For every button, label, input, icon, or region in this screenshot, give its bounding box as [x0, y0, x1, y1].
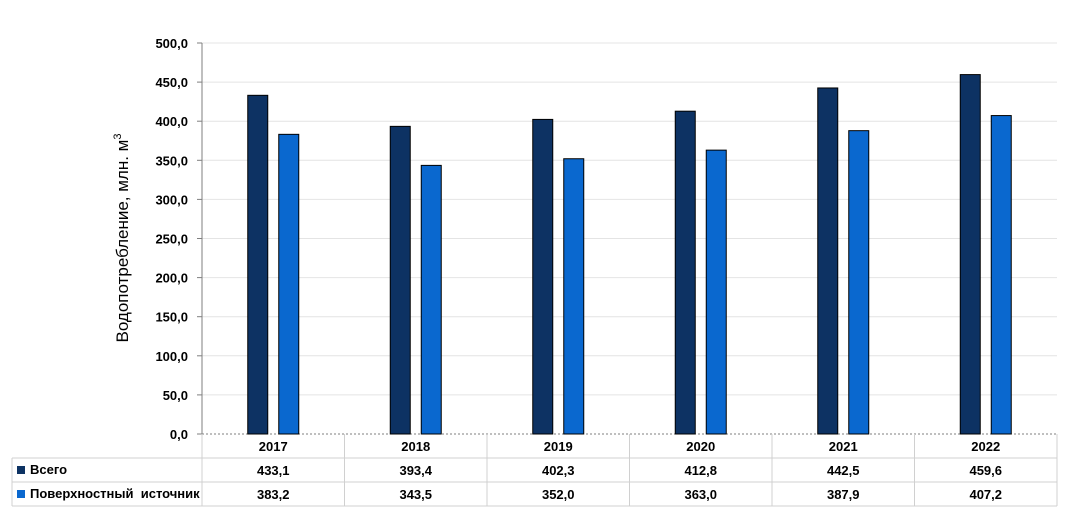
bar-surface-2017: [278, 133, 300, 435]
y-tick-label: 400,0: [155, 114, 188, 129]
bar-total-2019: [532, 118, 554, 435]
y-tick-label: 100,0: [155, 349, 188, 364]
legend-swatch: [17, 490, 25, 498]
data-label: 352,0: [542, 487, 575, 502]
bar-total-2022: [959, 74, 981, 435]
bar-total-2017: [247, 94, 269, 435]
gridlines: [202, 42, 1057, 396]
data-label: 412,8: [684, 463, 717, 478]
y-tick-label: 300,0: [155, 192, 188, 207]
x-tick-label: 2022: [971, 439, 1000, 454]
y-axis: 0,0 50,0 100,0 150,0 200,0 250,0 300,0 350,0 400…: [155, 36, 1057, 442]
bars: [247, 74, 1012, 435]
data-label: 363,0: [684, 487, 717, 502]
y-tick-label: 200,0: [155, 271, 188, 286]
bar-surface-2021: [848, 130, 870, 435]
x-tick-label: 2017: [259, 439, 288, 454]
data-table: 2017 2018 2019 2020 2021 2022 Всего 433,1 393,4 4…: [11, 434, 1058, 507]
y-tick-label: 450,0: [155, 75, 188, 90]
y-tick-label: 250,0: [155, 232, 188, 247]
data-label: 402,3: [542, 463, 575, 478]
x-tick-label: 2021: [829, 439, 858, 454]
data-label: 343,5: [399, 487, 432, 502]
legend-label: Всего: [30, 462, 67, 477]
legend-swatch: [17, 466, 25, 474]
y-axis-label-superscript: 3: [112, 134, 124, 140]
y-tick-label: 150,0: [155, 310, 188, 325]
y-axis-label: Водопотребление, млн. м3: [112, 134, 132, 343]
data-label: 383,2: [257, 487, 290, 502]
y-tick-label: 0,0: [170, 427, 188, 442]
x-tick-label: 2018: [401, 439, 430, 454]
y-axis-label-text: Водопотребление, млн. м: [113, 140, 132, 343]
y-tick-label: 500,0: [155, 36, 188, 51]
data-label: 433,1: [257, 463, 290, 478]
bar-surface-2018: [420, 164, 442, 435]
data-label: 387,9: [827, 487, 860, 502]
data-label: 459,6: [969, 463, 1002, 478]
x-tick-label: 2019: [544, 439, 573, 454]
bar-total-2020: [674, 110, 696, 435]
bar-total-2021: [817, 87, 839, 435]
bar-total-2018: [389, 125, 411, 435]
bar-surface-2022: [990, 115, 1012, 435]
bar-surface-2019: [563, 158, 585, 435]
data-label: 442,5: [827, 463, 860, 478]
bar-surface-2020: [705, 149, 727, 435]
data-label: 407,2: [969, 487, 1002, 502]
y-tick-label: 50,0: [163, 388, 188, 403]
data-label: 393,4: [399, 463, 432, 478]
x-tick-label: 2020: [686, 439, 715, 454]
y-tick-label: 350,0: [155, 153, 188, 168]
legend-label: Поверхностный источник: [30, 486, 200, 501]
